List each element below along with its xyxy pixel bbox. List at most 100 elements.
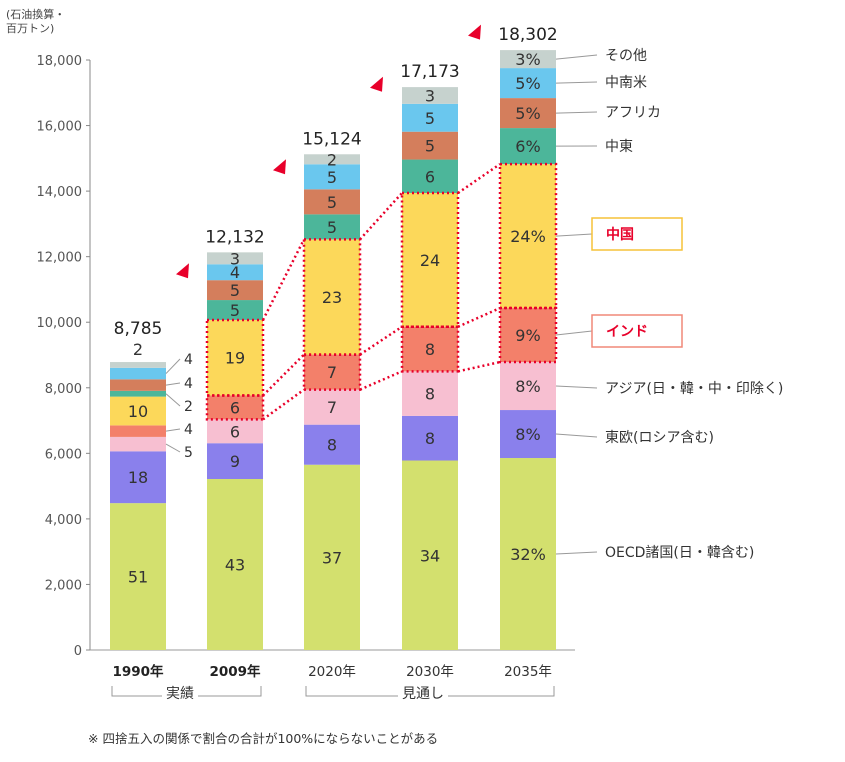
segment-label: 37 (322, 548, 342, 567)
segment-label: 23 (322, 288, 342, 307)
bar-segment (402, 326, 458, 372)
segment-label: 8 (425, 385, 435, 404)
bar-segment (207, 443, 263, 480)
side-leader-line (165, 393, 181, 407)
legend-box-china (591, 217, 683, 251)
segment-label: 8% (515, 425, 540, 444)
segment-label: 8% (515, 377, 540, 396)
side-leader-line (165, 358, 181, 374)
y-tick-label: 4,000 (45, 513, 82, 528)
bar-segment (402, 415, 458, 461)
segment-label: 3 (425, 86, 435, 105)
side-label: 2 (184, 399, 193, 415)
bar-segment (304, 164, 360, 190)
y-tick-label: 16,000 (37, 120, 83, 135)
x-tick-label: 1990年 (112, 663, 164, 680)
side-label: 4 (184, 352, 193, 368)
bar-segment (402, 371, 458, 416)
segment-label: 24% (510, 227, 546, 246)
bar-segment (402, 87, 458, 104)
segment-label: 4 (230, 263, 240, 282)
y-tick-label: 8,000 (45, 382, 82, 397)
unit-label-line1: (石油換算・ (6, 8, 66, 21)
legend-leader-line (555, 551, 598, 555)
segment-label: 7 (327, 398, 337, 417)
total-label: 8,785 (114, 319, 163, 339)
segment-label: 3 (230, 249, 240, 268)
segment-label: 43 (225, 556, 245, 575)
bar-segment (304, 154, 360, 165)
bar-segment (207, 300, 263, 320)
side-label: 4 (184, 422, 193, 438)
legend-label: アフリカ (605, 105, 661, 121)
segment-label: 9 (230, 452, 240, 471)
bar-segment (110, 451, 166, 504)
legend-box-label: インド (606, 324, 648, 340)
bar-segment (304, 214, 360, 240)
segment-label: 5 (327, 193, 337, 212)
segment-label: 5 (327, 218, 337, 237)
bar-segment (304, 239, 360, 355)
legend-box-india (591, 314, 683, 348)
total-label: 15,124 (302, 129, 361, 149)
bar-segment (207, 395, 263, 420)
bar-segment (500, 308, 556, 363)
segment-label: 32% (510, 545, 546, 564)
legend-leader-line (555, 81, 598, 84)
group-label-actual: 実績 (162, 683, 198, 703)
y-tick-label: 2,000 (45, 578, 82, 593)
legend-leader-line (555, 111, 598, 114)
bar-segment (500, 68, 556, 99)
bar-segment (207, 280, 263, 301)
segment-label: 5% (515, 74, 540, 93)
bar-segment (304, 189, 360, 215)
bar-segment (500, 362, 556, 411)
segment-label: 5 (230, 301, 240, 320)
bar-segment (110, 379, 166, 391)
bar-segment (110, 390, 166, 397)
side-leader-line (165, 428, 181, 432)
legend-label: その他 (605, 48, 647, 64)
bar-segment (207, 479, 263, 650)
legend-leader-line (555, 54, 598, 60)
side-leader-line (165, 443, 181, 453)
segment-label: 34 (420, 546, 440, 565)
segment-label: 2 (133, 340, 143, 359)
unit-label: (石油換算・ 百万トン) (6, 8, 65, 36)
side-label: 4 (184, 376, 193, 392)
segment-label: 8 (425, 340, 435, 359)
y-tick-label: 12,000 (37, 251, 83, 266)
legend-box-label: 中国 (606, 226, 634, 243)
segment-label: 19 (225, 349, 245, 368)
y-tick-label: 0 (74, 644, 82, 659)
bar-segment (110, 396, 166, 426)
x-tick-label: 2035年 (504, 664, 552, 680)
highlight-connector (261, 238, 306, 321)
legend-label: OECD諸国(日・韓含む) (605, 545, 754, 561)
y-tick-label: 10,000 (37, 316, 83, 331)
bar-segment (110, 436, 166, 452)
bar-segment (110, 367, 166, 380)
segment-label: 6 (230, 398, 240, 417)
segment-label: 6% (515, 137, 540, 156)
bar-segment (402, 159, 458, 193)
highlight-connector (457, 306, 501, 328)
bar-segment (500, 98, 556, 129)
y-tick-label: 18,000 (37, 54, 83, 69)
total-label: 18,302 (498, 25, 557, 45)
bar-segment (500, 164, 556, 309)
segment-label: 5 (425, 109, 435, 128)
total-label: 17,173 (400, 62, 459, 82)
segment-label: 8 (327, 436, 337, 455)
segment-label: 18 (128, 468, 148, 487)
bar-segment (402, 460, 458, 650)
bar-segment (110, 362, 166, 368)
segment-label: 6 (230, 422, 240, 441)
segment-label: 24 (420, 251, 440, 270)
bar-segment (207, 264, 263, 281)
legend-label: 中南米 (605, 75, 647, 91)
highlight-connector (457, 163, 501, 195)
bar-segment (500, 128, 556, 165)
bar-segment (304, 464, 360, 650)
segment-label: 3% (515, 50, 540, 69)
